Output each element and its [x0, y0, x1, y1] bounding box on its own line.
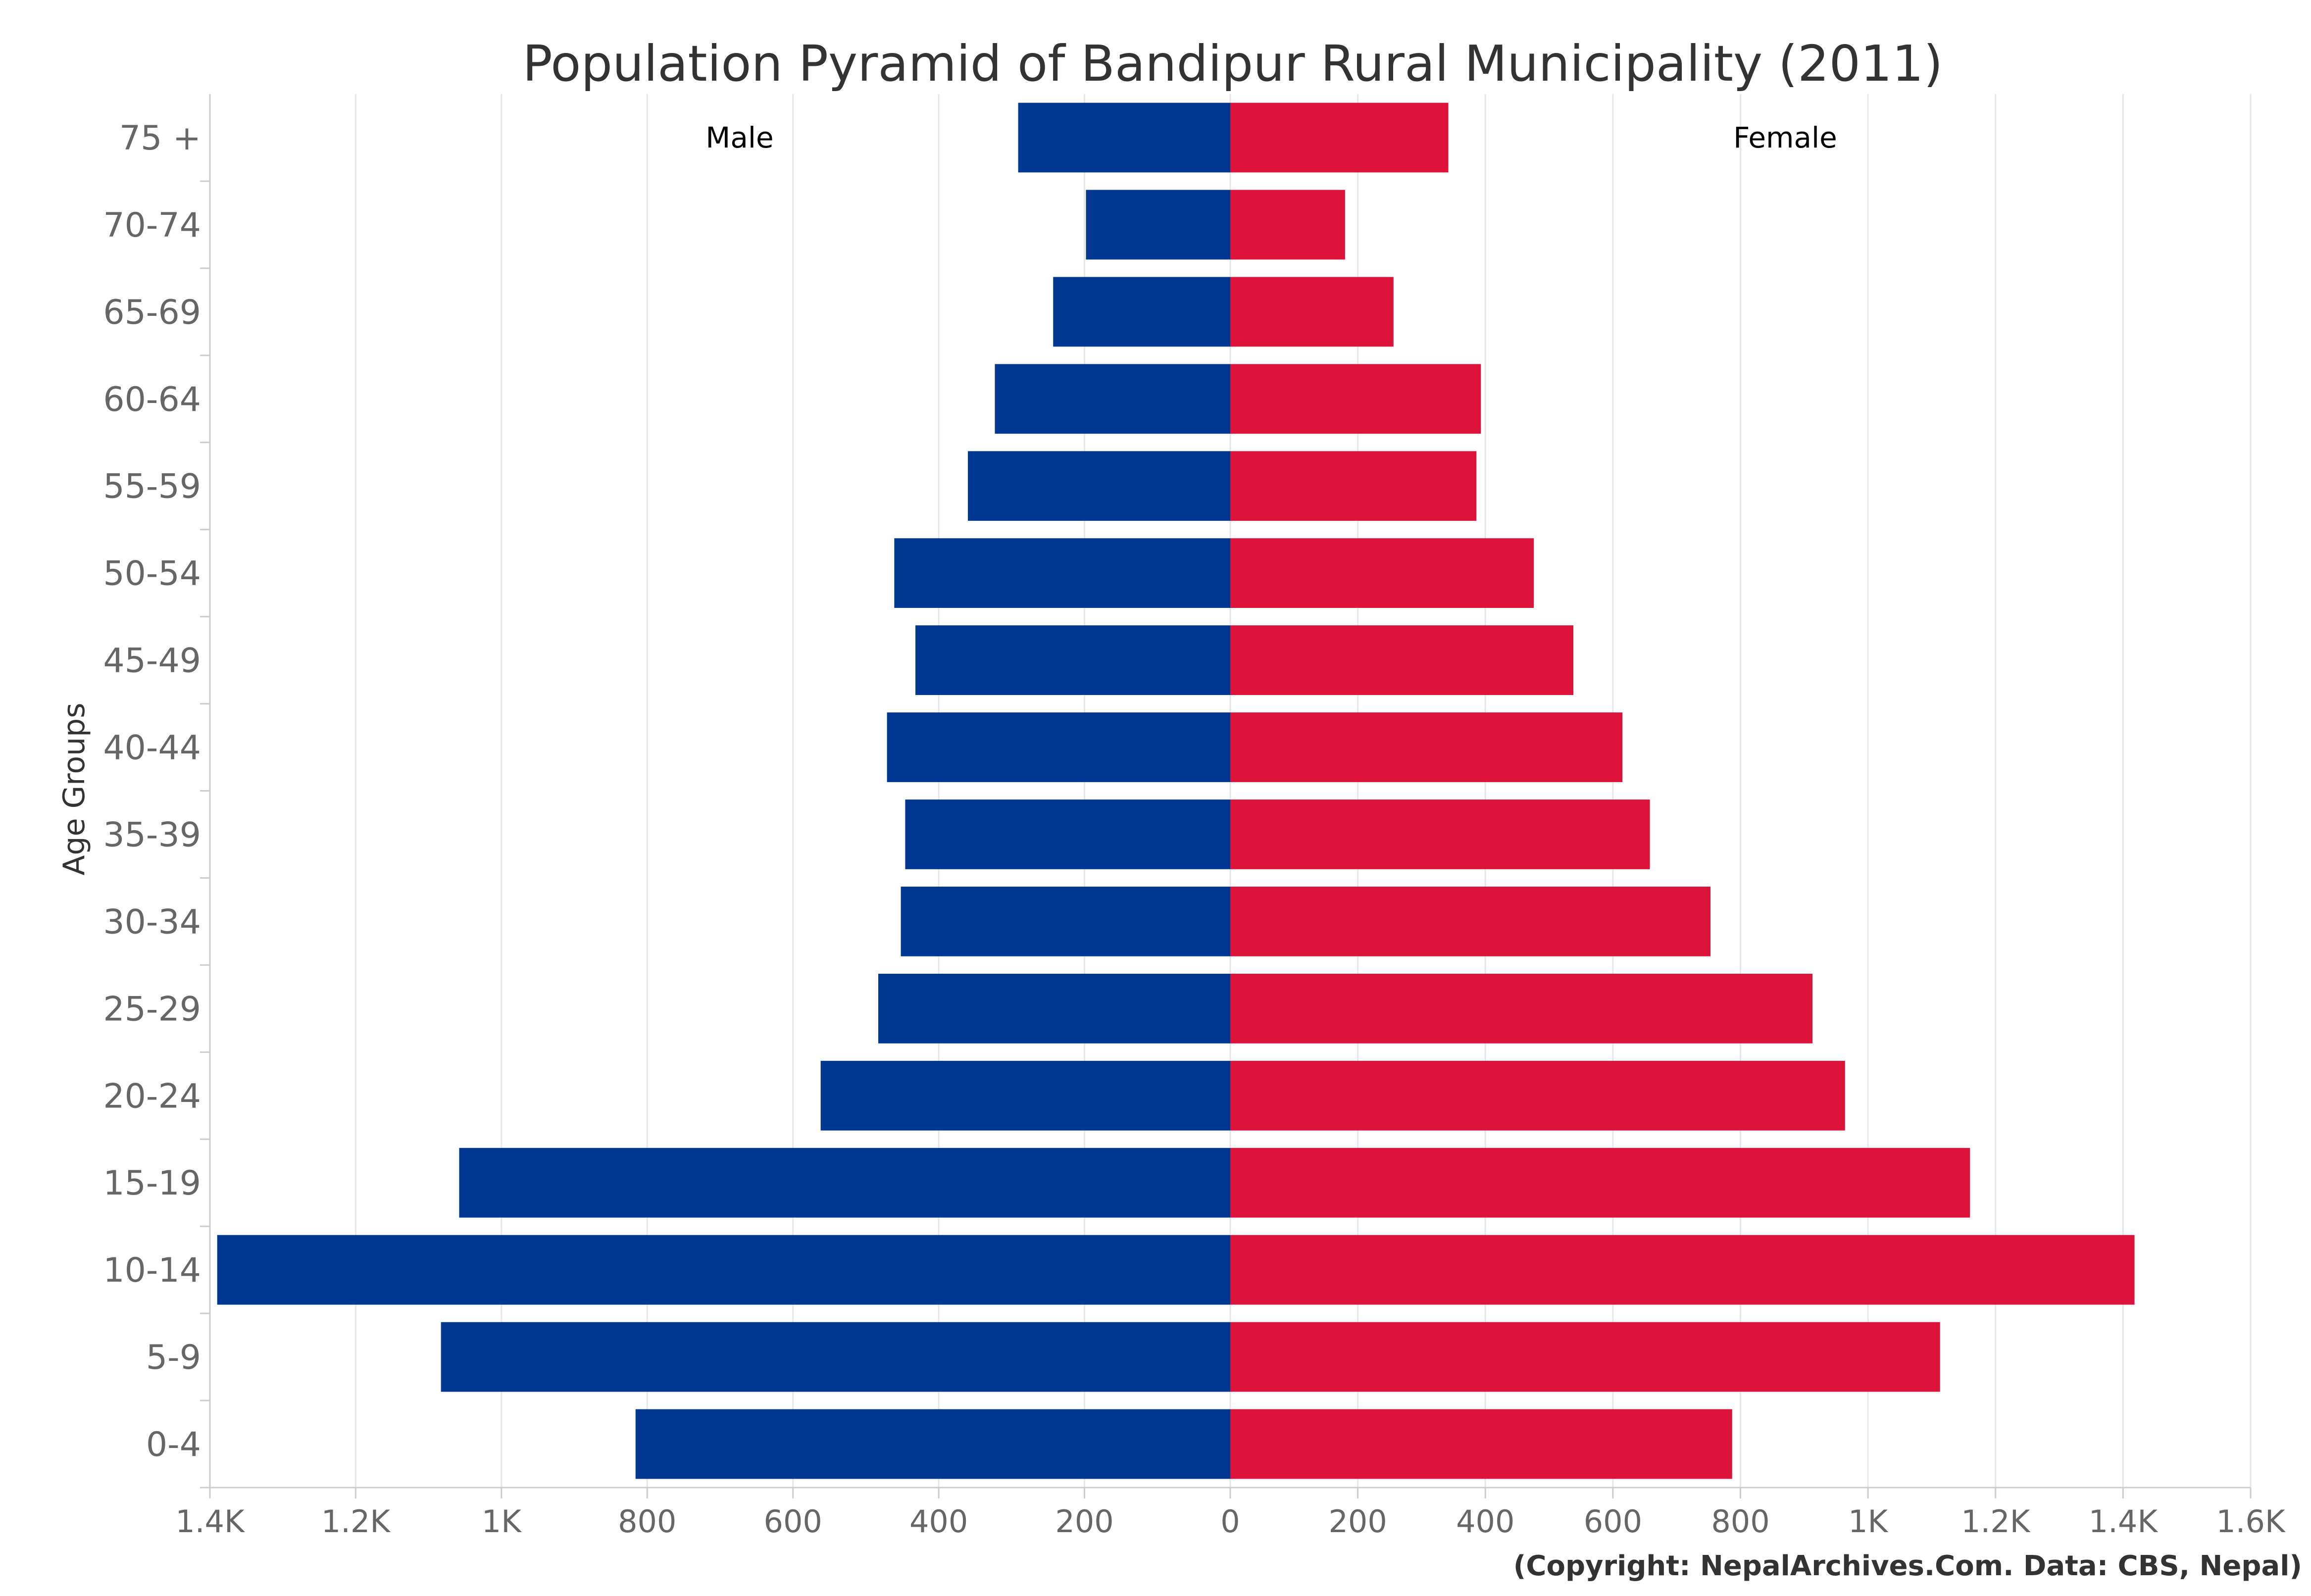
bar-male-35-39: [905, 799, 1230, 869]
bar-female-65-69: [1230, 277, 1394, 347]
labels: 1.4K 1.2K 1K 800 600 400 200 0 200 400 600 800 1K 1.2…: [103, 119, 2286, 1540]
bar-female-40-44: [1230, 712, 1623, 782]
chart-title: Population Pyramid of Bandipur Rural Mun…: [523, 35, 1943, 93]
bar-male-70-74: [1086, 190, 1230, 260]
bar-female-20-24: [1230, 1060, 1845, 1131]
bar-male-0-4: [635, 1409, 1230, 1479]
bar-female-15-19: [1230, 1147, 1970, 1218]
y-tick-label-60-64: 60-64: [103, 380, 201, 419]
bar-female-60-64: [1230, 364, 1481, 434]
bar-male-25-29: [878, 973, 1230, 1044]
bar-female-5-9: [1230, 1322, 1940, 1392]
y-tick-label-15-19: 15-19: [103, 1164, 201, 1203]
y-tick-label-45-49: 45-49: [103, 642, 201, 681]
x-tick-label-6: 200: [1055, 1503, 1113, 1540]
bar-male-75 +: [1018, 102, 1230, 173]
bar-male-30-34: [901, 887, 1230, 956]
bar-female-50-54: [1230, 538, 1534, 608]
y-tick-label-75 +: 75 +: [119, 119, 201, 158]
y-tick-label-35-39: 35-39: [103, 815, 201, 854]
bar-male-45-49: [915, 625, 1230, 695]
bar-female-45-49: [1230, 625, 1574, 695]
x-tick-label-1: 1.2K: [321, 1503, 391, 1540]
bar-male-40-44: [887, 712, 1230, 782]
series-label-male: Male: [705, 121, 773, 154]
x-tick-label-5: 400: [909, 1503, 968, 1540]
x-tick-label-11: 800: [1711, 1503, 1769, 1540]
bar-male-15-19: [459, 1147, 1230, 1218]
x-tick-label-14: 1.4K: [2089, 1503, 2159, 1540]
y-tick-label-40-44: 40-44: [103, 729, 201, 768]
bar-male-50-54: [894, 538, 1230, 608]
bar-female-0-4: [1230, 1409, 1732, 1479]
series-label-female: Female: [1733, 121, 1837, 154]
bar-male-5-9: [441, 1322, 1230, 1392]
chart-credit: (Copyright: NepalArchives.Com. Data: CBS…: [1513, 1550, 2302, 1582]
bar-male-55-59: [968, 451, 1230, 521]
x-tick-label-9: 400: [1456, 1503, 1514, 1540]
x-tick-label-13: 1.2K: [1961, 1503, 2031, 1540]
bar-male-65-69: [1053, 277, 1230, 347]
y-tick-label-50-54: 50-54: [103, 554, 201, 594]
y-tick-label-70-74: 70-74: [103, 206, 201, 245]
bar-female-70-74: [1230, 190, 1345, 260]
y-tick-label-5-9: 5-9: [146, 1338, 201, 1377]
x-tick-label-8: 200: [1328, 1503, 1387, 1540]
bar-female-10-14: [1230, 1235, 2135, 1305]
y-tick-label-65-69: 65-69: [103, 293, 201, 332]
bar-female-75 +: [1230, 102, 1449, 173]
bars: [217, 102, 2135, 1479]
y-tick-label-0-4: 0-4: [146, 1425, 201, 1464]
y-tick-label-20-24: 20-24: [103, 1077, 201, 1116]
y-tick-label-10-14: 10-14: [103, 1251, 201, 1290]
y-tick-label-25-29: 25-29: [103, 990, 201, 1029]
bar-male-20-24: [820, 1060, 1230, 1131]
bar-female-35-39: [1230, 799, 1650, 869]
y-axis-label: Age Groups: [57, 702, 92, 875]
x-tick-label-2: 1K: [482, 1503, 522, 1540]
x-tick-label-12: 1K: [1848, 1503, 1888, 1540]
x-tick-label-10: 600: [1584, 1503, 1642, 1540]
y-tick-label-55-59: 55-59: [103, 467, 201, 506]
bar-female-55-59: [1230, 451, 1477, 521]
x-tick-label-4: 600: [764, 1503, 822, 1540]
x-tick-label-0: 1.4K: [175, 1503, 245, 1540]
bar-female-25-29: [1230, 973, 1813, 1044]
bar-male-60-64: [995, 364, 1230, 434]
bar-female-30-34: [1230, 887, 1710, 956]
bar-male-10-14: [217, 1235, 1230, 1305]
y-tick-label-30-34: 30-34: [103, 902, 201, 942]
axes: [200, 94, 2252, 1498]
x-tick-label-3: 800: [618, 1503, 676, 1540]
x-tick-label-15: 1.6K: [2216, 1503, 2286, 1540]
x-tick-label-7: 0: [1220, 1503, 1240, 1540]
